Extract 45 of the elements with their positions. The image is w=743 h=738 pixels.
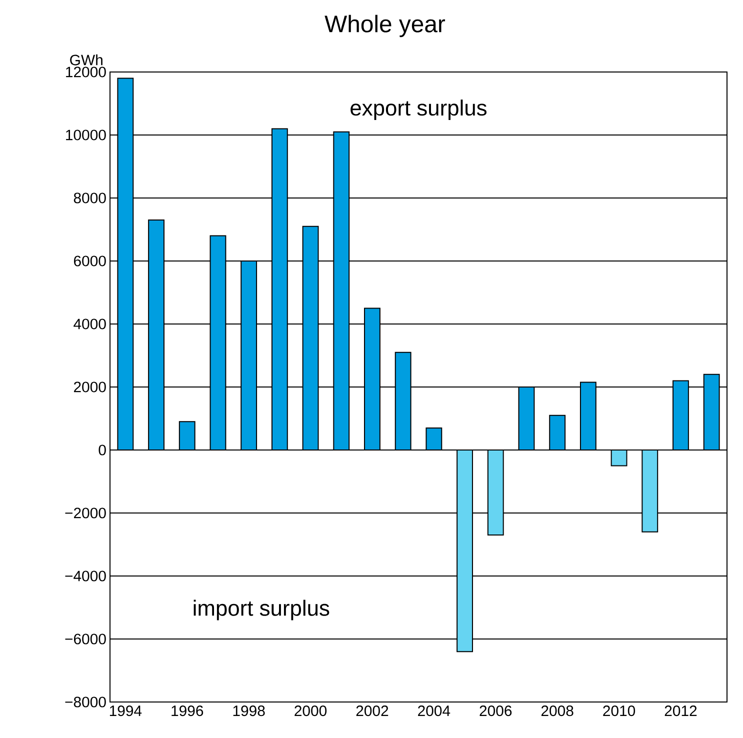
bar xyxy=(642,449,658,532)
y-tick-label: −6000 xyxy=(65,634,106,644)
bar xyxy=(117,78,134,450)
bar xyxy=(487,449,504,536)
bar xyxy=(210,235,226,450)
x-tick-label: 2004 xyxy=(418,706,450,716)
x-tick-label: 1996 xyxy=(172,706,204,716)
bar xyxy=(703,374,720,450)
x-tick-label: 2010 xyxy=(603,706,636,716)
bar xyxy=(302,226,319,450)
y-tick-label: −4000 xyxy=(65,570,106,582)
bar xyxy=(394,352,412,450)
bar xyxy=(333,131,350,450)
annotation: import surplus xyxy=(194,600,330,620)
y-tick-label: 10000 xyxy=(66,130,106,140)
bar xyxy=(271,128,288,450)
bar xyxy=(518,386,535,450)
bar xyxy=(178,421,196,450)
y-tick-label: 12000 xyxy=(66,66,106,78)
x-tick-label: 2000 xyxy=(294,706,327,716)
bar xyxy=(426,427,442,450)
y-axis-title: GWh xyxy=(70,54,102,66)
y-tick-label: 6000 xyxy=(74,256,106,266)
x-tick-label: 2008 xyxy=(541,706,574,716)
y-tick-label: 2000 xyxy=(74,382,106,392)
x-tick-label: 2006 xyxy=(480,706,512,716)
x-tick-label: 1994 xyxy=(110,706,142,716)
bar xyxy=(148,220,164,450)
bar xyxy=(456,449,473,652)
y-tick-label: 8000 xyxy=(74,192,106,204)
y-tick-label: −2000 xyxy=(65,508,106,518)
annotation: export surplus xyxy=(350,100,487,120)
bar xyxy=(549,414,566,450)
y-tick-label: 4000 xyxy=(74,318,106,330)
bar xyxy=(364,308,380,450)
bar xyxy=(580,382,596,450)
y-tick-label: −8000 xyxy=(65,696,106,708)
bar xyxy=(672,380,689,450)
y-tick-label: 0 xyxy=(98,444,106,456)
x-tick-label: 1998 xyxy=(233,706,265,716)
x-tick-label: 2012 xyxy=(664,706,697,716)
bar xyxy=(240,260,258,450)
chart-title: Whole year xyxy=(324,14,446,38)
bar xyxy=(610,449,628,466)
x-tick-label: 2002 xyxy=(356,706,388,716)
